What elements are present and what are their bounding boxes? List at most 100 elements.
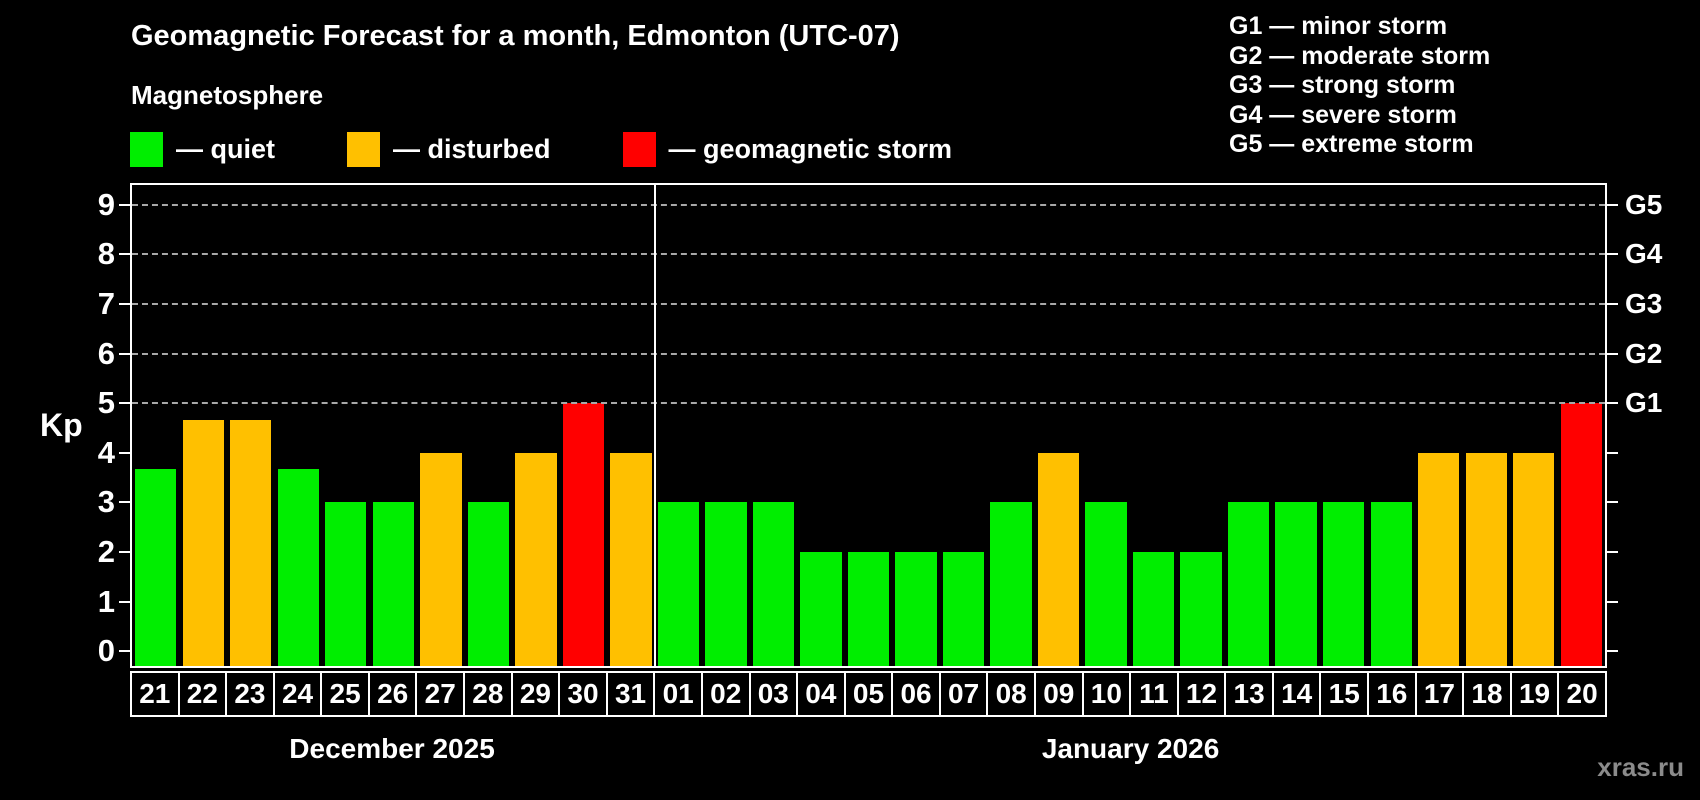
g-scale-line-4: G4 — severe storm (1229, 100, 1457, 129)
kp-bar-day-20 (1560, 403, 1602, 666)
bar-slot-day-07 (940, 185, 988, 666)
day-label-22: 22 (180, 673, 228, 715)
y-axis-tick-left-8 (119, 253, 130, 256)
y-axis-tick-left-1 (119, 600, 130, 603)
kp-bar-day-02 (705, 502, 747, 666)
month-separator-line (653, 185, 656, 666)
day-label-08: 08 (988, 673, 1036, 715)
bar-slot-day-05 (845, 185, 893, 666)
y-axis-tick-right-9 (1607, 203, 1618, 206)
kp-bar-day-12 (1180, 551, 1222, 666)
chart-title: Geomagnetic Forecast for a month, Edmont… (131, 20, 900, 52)
kp-bar-day-01 (657, 502, 700, 666)
day-label-18: 18 (1464, 673, 1512, 715)
y-axis-tick-left-6 (119, 352, 130, 355)
bar-slot-day-11 (1130, 185, 1178, 666)
kp-bar-day-09 (1037, 452, 1080, 666)
day-label-10: 10 (1084, 673, 1132, 715)
kp-bar-day-22 (182, 419, 224, 666)
bar-slot-day-10 (1082, 185, 1130, 666)
day-axis: 21 22 23 24 25 26 27 28 29 30 31 01 02 03 04 05 06 07 08 09… (130, 671, 1607, 717)
g-label-g5: G5 (1625, 188, 1663, 220)
y-axis-tick-left-3 (119, 501, 130, 504)
legend-item-quiet: — quiet (130, 131, 275, 167)
month-label-2: January 2026 (1041, 733, 1220, 764)
kp-bar-day-03 (752, 502, 795, 666)
bar-slot-day-09 (1035, 185, 1083, 666)
bar-slot-day-02 (702, 185, 750, 666)
bar-slot-day-21 (132, 185, 180, 666)
y-axis-tick-left-5 (119, 402, 130, 405)
chart-subtitle: Magnetosphere (131, 80, 324, 110)
day-label-19: 19 (1512, 673, 1560, 715)
bar-slot-day-12 (1177, 185, 1225, 666)
bar-slot-day-15 (1320, 185, 1368, 666)
y-axis-tick-right-5 (1607, 402, 1618, 405)
kp-bar-day-06 (895, 551, 937, 666)
kp-bar-day-05 (847, 551, 890, 666)
disturbed-swatch-icon (347, 131, 380, 167)
y-tick-label-3: 3 (97, 484, 115, 520)
day-label-29: 29 (513, 673, 561, 715)
kp-bar-day-15 (1322, 502, 1365, 666)
bar-slot-day-18 (1462, 185, 1510, 666)
kp-bar-day-04 (800, 551, 842, 666)
bars-container (132, 185, 1605, 666)
day-label-04: 04 (798, 673, 846, 715)
bar-slot-day-04 (797, 185, 845, 666)
watermark: xras.ru (1597, 752, 1684, 782)
day-label-11: 11 (1131, 673, 1179, 715)
day-label-05: 05 (846, 673, 894, 715)
kp-bar-day-30 (562, 403, 605, 666)
g-scale-line-2: G2 — moderate storm (1229, 41, 1491, 70)
quiet-swatch-icon (130, 131, 163, 167)
y-tick-label-9: 9 (97, 186, 115, 222)
bar-slot-day-19 (1510, 185, 1558, 666)
legend-item-disturbed: — disturbed (347, 131, 551, 167)
legend-label-quiet: — quiet (176, 133, 275, 164)
g-label-g2: G2 (1625, 337, 1663, 369)
bar-slot-day-31 (607, 185, 655, 666)
y-axis-tick-left-2 (119, 550, 130, 553)
bar-slot-day-22 (180, 185, 228, 666)
kp-bar-day-29 (515, 452, 557, 666)
bar-slot-day-26 (370, 185, 418, 666)
day-label-24: 24 (275, 673, 323, 715)
y-axis-tick-right-4 (1607, 451, 1618, 454)
month-label-1: December 2025 (289, 733, 495, 764)
bar-slot-day-27 (417, 185, 465, 666)
y-axis-tick-left-0 (119, 650, 130, 653)
bar-slot-day-17 (1415, 185, 1463, 666)
legend-label-disturbed: — disturbed (393, 133, 551, 164)
status-legend: — quiet — disturbed — geomagnetic storm (130, 131, 952, 167)
day-label-25: 25 (322, 673, 370, 715)
g-label-g3: G3 (1625, 288, 1663, 319)
day-label-15: 15 (1321, 673, 1370, 715)
bar-slot-day-29 (512, 185, 560, 666)
bar-slot-day-06 (892, 185, 940, 666)
day-label-17: 17 (1417, 673, 1465, 715)
kp-bar-day-25 (325, 502, 367, 666)
day-label-01: 01 (655, 673, 703, 715)
bar-slot-day-01 (655, 185, 703, 666)
kp-bar-day-13 (1227, 502, 1270, 666)
storm-swatch-icon (622, 131, 656, 167)
kp-bar-day-26 (372, 502, 414, 666)
y-tick-label-6: 6 (97, 335, 115, 371)
day-label-13: 13 (1226, 673, 1274, 715)
kp-bar-day-31 (610, 452, 652, 666)
bar-slot-day-30 (560, 185, 608, 666)
bar-slot-day-23 (227, 185, 275, 666)
kp-bar-day-07 (942, 551, 985, 666)
month-labels: December 2025 January 2026 (130, 733, 1607, 765)
day-label-16: 16 (1369, 673, 1417, 715)
day-label-06: 06 (893, 673, 941, 715)
g-label-g1: G1 (1625, 387, 1663, 419)
legend-label-storm: — geomagnetic storm (668, 133, 953, 164)
day-label-03: 03 (751, 673, 799, 715)
g-scale-line-3: G3 — strong storm (1229, 71, 1456, 99)
day-label-12: 12 (1179, 673, 1227, 715)
bar-slot-day-08 (987, 185, 1035, 666)
kp-bar-day-16 (1370, 502, 1412, 666)
